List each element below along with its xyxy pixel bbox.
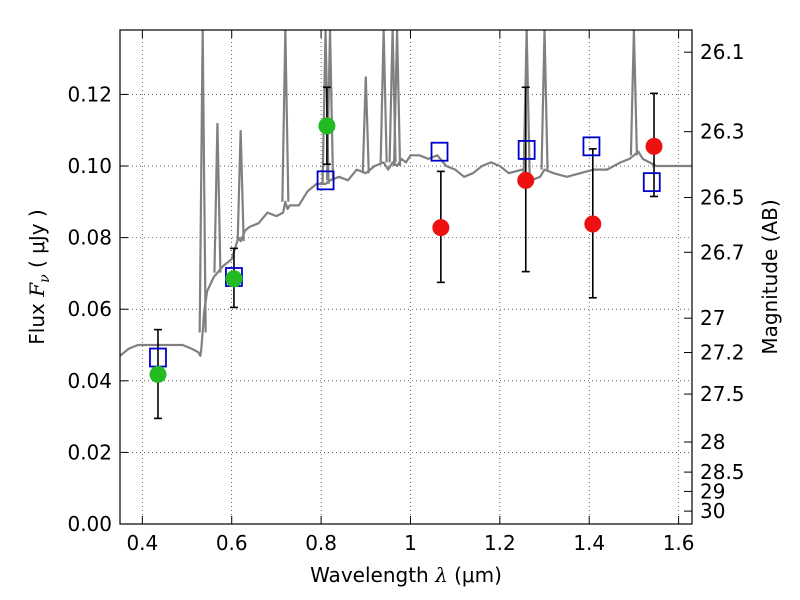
y-axis-label: Flux Fν ( μJy ) [25,209,53,344]
emission-line [281,30,290,202]
x-axis-label-unit: (μm) [448,563,502,587]
model-photometry-point [517,140,536,160]
hst-observed-point [318,117,336,135]
ir-observed-point [432,219,450,237]
y-axis-label-symbol: F [25,282,49,298]
x-axis-label-symbol: λ [434,563,448,587]
y2-tick-label: 26.5 [700,186,745,210]
y-tick-label: 0.06 [67,297,112,321]
y-tick-label: 0.08 [67,226,112,250]
ir-observed-point [645,137,663,155]
x-tick-label: 0.4 [126,531,158,555]
y2-tick-label: 28 [700,430,725,454]
y-tick-label: 0.04 [67,369,112,393]
y2-tick-label: 30 [700,499,725,523]
emission-line [361,76,370,174]
emission-line [325,30,335,181]
x-tick-label: 1 [404,531,417,555]
ir-observed-point [584,215,602,233]
y2-tick-label: 27 [700,306,725,330]
y-tick-label: 0.00 [67,512,112,536]
emission-line [213,123,222,273]
emission-line [379,30,388,163]
emission-line [629,30,639,156]
x-axis-label: Wavelength λ (μm) [310,563,502,587]
x-tick-label: 0.6 [216,531,248,555]
axes-frame [119,29,693,525]
x-axis-label-text: Wavelength [310,563,435,587]
y2-tick-label: 28.5 [700,460,745,484]
y2-tick-label: 26.7 [700,240,745,264]
hst-observed-point [149,365,167,383]
x-tick-label: 1.4 [573,531,605,555]
y-tick-label: 0.02 [67,440,112,464]
y-axis-label-subscript: ν [37,274,53,283]
y-axis-label-text: Flux [25,297,49,345]
model-photometry-point [316,170,335,191]
y2-tick-label: 27.5 [700,382,745,406]
emission-line [522,30,531,176]
x-tick-label: 1.6 [663,531,695,555]
y2-axis-label: Magnitude (AB) [758,199,782,354]
model-photometry-point [430,141,449,162]
x-tick-label: 1.2 [484,531,516,555]
y-tick-label: 0.12 [67,82,112,106]
x-tick-label: 0.8 [305,531,337,555]
emission-line [236,130,245,242]
emission-line [392,30,402,167]
model-photometry-point [582,136,601,157]
ir-observed-point [517,171,535,189]
y2-tick-label: 27.2 [700,341,745,365]
y-tick-label: 0.10 [67,154,112,178]
emission-line [540,30,549,170]
y-axis-label-unit: ( μJy ) [25,209,49,274]
model-sed-line [120,150,692,357]
hst-observed-point [225,270,243,288]
ticks: 0.4 0.6 0.8 1 1.2 1.4 1.6 0.00 0.02 0.04 0.06 0.08 0… [67,30,745,555]
y2-tick-label: 26.3 [700,120,745,144]
y2-tick-label: 29 [700,479,725,503]
model-photometry-point [642,172,661,193]
plot-area [120,30,692,420]
y2-tick-label: 26.1 [700,40,745,64]
emission-line [198,30,207,333]
